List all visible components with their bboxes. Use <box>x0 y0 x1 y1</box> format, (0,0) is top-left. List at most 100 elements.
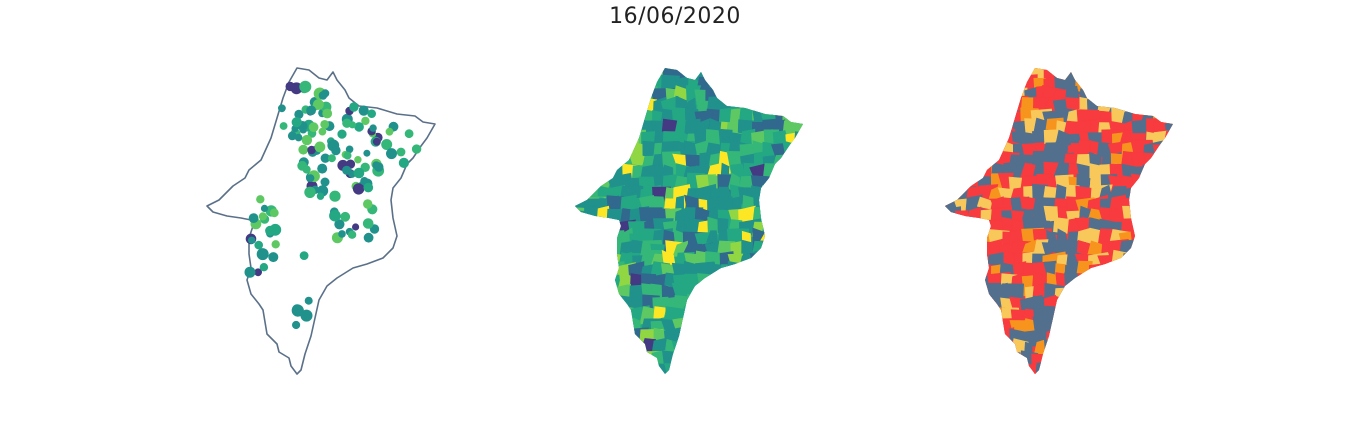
municipality <box>1098 85 1115 104</box>
municipality <box>697 273 713 293</box>
municipality <box>945 360 957 374</box>
municipality <box>945 131 967 154</box>
municipality <box>1074 363 1092 374</box>
municipality <box>1064 272 1084 296</box>
municipality <box>955 360 979 374</box>
municipality <box>956 128 977 148</box>
municipality <box>1141 73 1160 98</box>
municipality <box>727 85 754 104</box>
map-point <box>258 212 267 221</box>
municipality <box>596 319 613 330</box>
municipality <box>1152 218 1173 241</box>
municipality <box>751 68 769 87</box>
municipality <box>967 130 981 144</box>
municipality <box>728 352 752 371</box>
municipality <box>954 118 970 136</box>
municipality <box>945 285 965 299</box>
municipality <box>976 351 998 366</box>
municipality <box>651 68 667 73</box>
municipality <box>1056 359 1069 374</box>
municipality <box>1043 372 1061 374</box>
municipality <box>1088 376 1106 389</box>
municipality <box>1141 188 1158 209</box>
municipality <box>1110 273 1128 295</box>
municipality <box>1176 217 1197 233</box>
municipality <box>577 294 595 310</box>
municipality <box>606 273 621 289</box>
municipality <box>807 141 826 166</box>
map-point <box>372 137 381 146</box>
municipality <box>945 250 962 269</box>
map-point <box>367 109 377 118</box>
map-point <box>342 118 352 128</box>
municipality <box>1144 338 1157 363</box>
map-point <box>363 199 373 209</box>
municipality <box>772 88 793 108</box>
map-point <box>331 145 341 156</box>
map-point <box>256 195 265 204</box>
municipality <box>1163 129 1173 152</box>
municipality <box>575 285 579 304</box>
map-point <box>363 149 371 157</box>
municipality <box>945 206 962 232</box>
municipality <box>595 293 618 317</box>
map-point <box>345 145 354 154</box>
municipality <box>1130 189 1147 207</box>
municipality <box>705 307 727 330</box>
municipality <box>795 239 803 259</box>
municipality <box>1155 241 1173 261</box>
municipality <box>583 216 604 234</box>
municipality <box>1144 101 1163 118</box>
municipality <box>595 164 617 178</box>
municipality <box>956 220 979 236</box>
municipality <box>804 352 825 368</box>
municipality <box>1110 376 1126 395</box>
municipality <box>771 185 797 203</box>
map-point <box>313 99 324 110</box>
map-point <box>265 225 276 236</box>
municipality <box>587 228 605 253</box>
municipality <box>794 86 803 111</box>
map-point <box>260 204 269 212</box>
municipality <box>1144 260 1157 280</box>
municipality <box>1134 377 1154 393</box>
municipality <box>1164 220 1173 241</box>
municipality <box>1107 74 1125 98</box>
municipality <box>761 274 778 289</box>
municipality <box>594 285 615 309</box>
municipality <box>740 359 758 374</box>
municipality <box>749 253 765 269</box>
municipality <box>1153 75 1173 97</box>
municipality <box>782 194 799 219</box>
municipality <box>595 119 621 138</box>
municipality <box>794 173 803 188</box>
map-point <box>327 154 336 163</box>
municipality <box>596 272 617 298</box>
municipality <box>618 98 642 117</box>
municipality <box>607 141 629 161</box>
municipality <box>683 362 703 374</box>
municipality <box>605 371 621 374</box>
municipality <box>945 273 959 297</box>
municipality <box>1164 121 1173 137</box>
municipality <box>597 85 618 107</box>
municipality <box>1144 306 1157 323</box>
municipality <box>808 197 828 217</box>
municipality <box>1076 373 1099 374</box>
municipality <box>1177 142 1198 158</box>
municipality <box>945 119 964 139</box>
municipality <box>1042 68 1058 70</box>
municipality <box>587 87 603 102</box>
municipality <box>1031 371 1046 374</box>
municipality <box>1074 348 1093 367</box>
municipality <box>784 320 802 338</box>
municipality <box>1178 375 1190 393</box>
municipality <box>1175 112 1195 125</box>
municipality <box>1108 316 1125 329</box>
municipality <box>584 243 605 260</box>
municipality <box>945 332 959 347</box>
municipality <box>781 244 803 252</box>
municipality <box>955 320 971 333</box>
municipality <box>945 75 964 96</box>
municipality <box>1176 306 1192 323</box>
